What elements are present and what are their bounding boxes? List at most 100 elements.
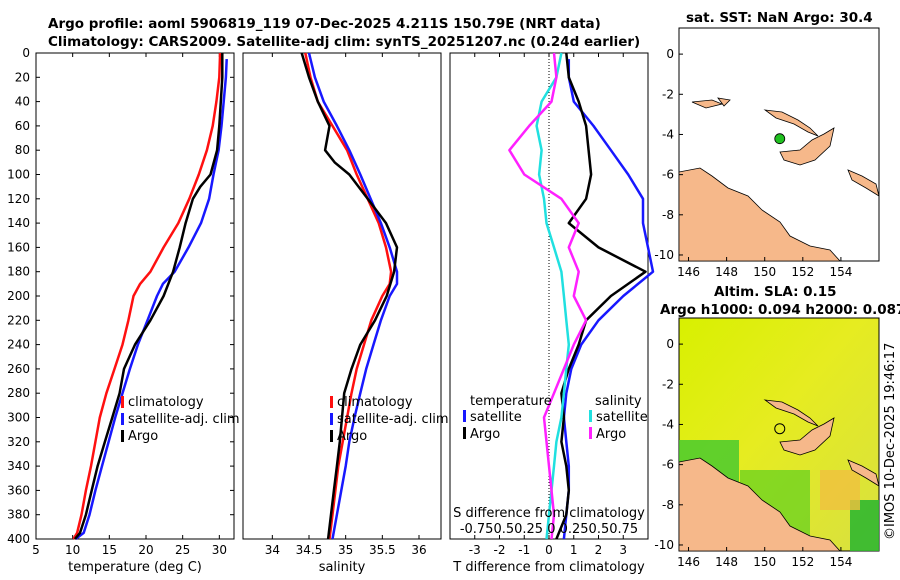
legend-swatch-s-satellite xyxy=(589,410,592,422)
x-tick-label: -3 xyxy=(469,543,481,557)
legend-swatch-climatology xyxy=(330,396,333,408)
y-tick-label: 340 xyxy=(7,459,30,473)
legend-swatch-t-argo xyxy=(463,427,466,439)
x-tick-label: 10 xyxy=(65,543,80,557)
new-britain-land xyxy=(779,417,835,456)
map-y-tick-label: -4 xyxy=(662,417,674,431)
series-line-s-satellite xyxy=(535,52,571,540)
map-x-tick-label: 148 xyxy=(715,555,738,569)
series-line-argo xyxy=(300,52,399,540)
imos-timestamp: ©IMOS 10-Dec-2025 19:46:17 xyxy=(883,343,898,540)
y-tick-label: 20 xyxy=(15,70,30,84)
temperature-legend: climatology satellite-adj. clim Argo xyxy=(121,395,240,444)
temperature-xlabel: temperature (deg C) xyxy=(68,560,202,575)
map-x-tick-label: 146 xyxy=(677,265,700,279)
y-tick-label: 0 xyxy=(22,46,30,60)
series-line-satellite-adj-clim xyxy=(307,52,399,540)
sla-orange-patch xyxy=(820,470,860,510)
legend-title-salinity: salinity xyxy=(595,394,642,409)
map-x-tick-label: 154 xyxy=(829,265,852,279)
map-x-tick-label: 152 xyxy=(791,265,814,279)
series-line-satellite-adj-clim xyxy=(74,59,228,540)
y-tick-label: 300 xyxy=(7,411,30,425)
figure-title-line2: Climatology: CARS2009. Satellite-adj cli… xyxy=(48,34,640,50)
series-line-t-argo xyxy=(555,52,647,540)
legend-label-t-satellite: satellite xyxy=(470,410,522,425)
map-x-tick-label: 146 xyxy=(677,555,700,569)
difference-legend: temperature salinity satellite Argo sate… xyxy=(463,394,648,442)
t-diff-xlabel: T difference from climatology xyxy=(452,560,645,575)
y-tick-label: 140 xyxy=(7,216,30,230)
legend-swatch-t-satellite xyxy=(463,410,466,422)
y-tick-label: 320 xyxy=(7,435,30,449)
legend-swatch-s-argo xyxy=(589,427,592,439)
sst-map-ticks: 146 148 150 152 154 0 -2 -4 -6 -8 -10 xyxy=(654,47,852,279)
legend-label-climatology: climatology xyxy=(128,395,204,410)
x-tick-label: 20 xyxy=(138,543,153,557)
x-tick-label: 34 xyxy=(265,543,280,557)
x-tick-label: -1 xyxy=(518,543,530,557)
map-x-tick-label: 148 xyxy=(715,265,738,279)
new-ireland-land xyxy=(763,399,819,427)
salinity-series xyxy=(300,52,399,540)
new-britain-land xyxy=(779,127,835,166)
temperature-axes-frame xyxy=(35,52,235,540)
legend-label-s-satellite: satellite xyxy=(596,410,648,425)
x-tick-label: 35.5 xyxy=(369,543,396,557)
series-line-s-argo xyxy=(508,52,588,540)
sla-map: 146 148 150 152 154 0 -2 -4 -6 -8 -10 xyxy=(654,317,880,569)
map-x-tick-label: 150 xyxy=(753,555,776,569)
map-y-tick-label: -2 xyxy=(662,87,674,101)
x-tick-label: 36 xyxy=(411,543,426,557)
temperature-series xyxy=(72,52,228,540)
sla-map-ticks: 146 148 150 152 154 0 -2 -4 -6 -8 -10 xyxy=(654,337,852,569)
x-tick-label: 2 xyxy=(595,543,603,557)
manus-land xyxy=(691,97,731,109)
y-tick-label: 360 xyxy=(7,483,30,497)
map-x-tick-label: 152 xyxy=(791,555,814,569)
legend-label-t-argo: Argo xyxy=(470,427,500,442)
x-tick-label: 0 xyxy=(545,543,553,557)
map-y-tick-label: -8 xyxy=(662,208,674,222)
x-tick-label: 30 xyxy=(212,543,227,557)
y-tick-label: 240 xyxy=(7,338,30,352)
series-line-argo xyxy=(73,53,224,540)
legend-label-argo: Argo xyxy=(128,429,158,444)
map-y-tick-label: -2 xyxy=(662,377,674,391)
y-tick-label: 260 xyxy=(7,362,30,376)
figure-title-line1: Argo profile: aoml 5906819_119 07-Dec-20… xyxy=(48,16,601,32)
map-y-tick-label: -10 xyxy=(654,248,674,262)
y-tick-label: 120 xyxy=(7,192,30,206)
series-line-climatology xyxy=(72,52,222,540)
y-tick-label: 40 xyxy=(15,95,30,109)
legend-swatch-argo xyxy=(330,430,333,442)
map-y-tick-label: -6 xyxy=(662,458,674,472)
x-tick-label: 5 xyxy=(32,543,40,557)
map-x-tick-label: 150 xyxy=(753,265,776,279)
new-guinea-land xyxy=(679,457,841,551)
legend-swatch-satellite xyxy=(121,413,124,425)
x-tick-label: 15 xyxy=(102,543,117,557)
x-tick-label: 1 xyxy=(570,543,578,557)
legend-label-s-argo: Argo xyxy=(596,427,626,442)
x-tick-label: 34.5 xyxy=(296,543,323,557)
legend-swatch-satellite xyxy=(330,413,333,425)
legend-label-climatology: climatology xyxy=(337,395,413,410)
series-line-climatology xyxy=(304,52,393,540)
legend-swatch-argo xyxy=(121,430,124,442)
legend-swatch-climatology xyxy=(121,396,124,408)
difference-series xyxy=(508,52,655,540)
argo-position-marker xyxy=(774,133,786,145)
solomon-land xyxy=(847,459,879,487)
y-tick-label: 80 xyxy=(15,143,30,157)
y-tick-label: 380 xyxy=(7,508,30,522)
map-y-tick-label: 0 xyxy=(666,337,674,351)
new-guinea-land xyxy=(679,167,841,261)
sst-map-title: sat. SST: NaN Argo: 30.4 xyxy=(686,10,873,26)
salinity-xlabel: salinity xyxy=(319,560,366,575)
temperature-tick-labels: 5 10 15 20 25 30 xyxy=(32,53,227,557)
salinity-legend: climatology satellite-adj. clim Argo xyxy=(330,395,449,444)
solomon-land xyxy=(847,169,879,197)
legend-title-temperature: temperature xyxy=(470,394,552,409)
